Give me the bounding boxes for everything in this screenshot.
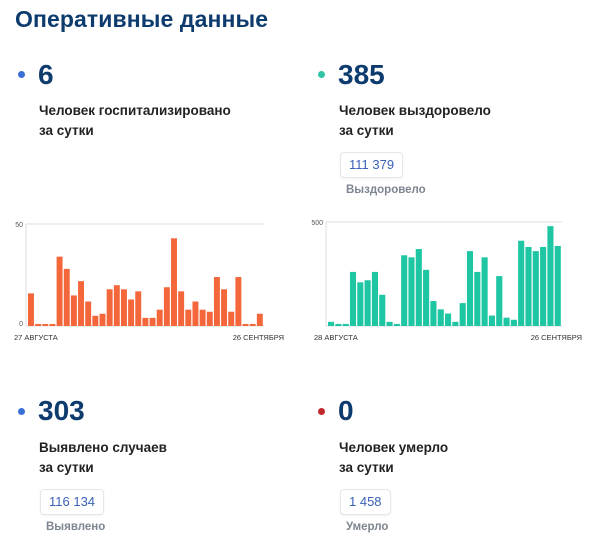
chart-bar	[488, 315, 495, 326]
chart-bar	[328, 321, 335, 326]
recovered-count: 385	[338, 59, 385, 90]
deaths-count: 0	[338, 395, 354, 426]
hospitalized-caption-line1: Человек госпитализировано	[39, 103, 231, 118]
deaths-caption-line2: за сутки	[339, 460, 394, 475]
chart-bar	[185, 309, 192, 326]
chart-bar	[540, 246, 547, 326]
chart-bar	[401, 255, 408, 326]
chart-bar	[235, 277, 242, 326]
cases-caption-line2: за сутки	[39, 460, 94, 475]
chart-bar	[106, 289, 113, 326]
chart-bar	[335, 323, 342, 326]
chart-bar	[206, 311, 213, 326]
recovered-bar-chart: 500 28 АВГУСТА 26 СЕНТЯБРЯ	[311, 220, 582, 342]
chart-bar	[249, 323, 256, 326]
chart-bar	[415, 249, 422, 326]
chart-bar	[342, 323, 349, 326]
chart-bar	[459, 303, 466, 326]
chart-bar	[178, 291, 185, 326]
deaths-total-label: Умерло	[346, 521, 389, 533]
chart-bar	[357, 282, 364, 326]
chart-bar	[408, 257, 415, 326]
cases-total-label: Выявлено	[46, 521, 106, 533]
chart-bar	[78, 281, 85, 326]
chart-bar	[554, 245, 561, 326]
chart-bar	[466, 251, 474, 326]
cases-count: 303	[38, 395, 85, 426]
chart-bar	[510, 319, 517, 326]
chart-bar	[42, 323, 49, 326]
chart-bar	[503, 317, 510, 326]
chart-bar	[525, 246, 532, 326]
chart-bar	[518, 240, 525, 326]
status-dot	[18, 71, 25, 78]
recovered-caption-line1: Человек выздоровело	[339, 103, 491, 118]
chart-bar	[192, 301, 199, 326]
recovered-total-badge: 111 379	[340, 152, 404, 178]
hospitalized-caption-line2: за сутки	[39, 123, 94, 138]
chart-bar	[213, 277, 220, 326]
status-dot	[318, 71, 325, 78]
chart-bar	[92, 315, 99, 326]
chart-bar	[63, 268, 70, 326]
chart-bar	[379, 294, 386, 326]
chart-bar	[156, 309, 163, 326]
y-tick-label: 50	[15, 222, 23, 229]
chart-bar	[56, 256, 63, 326]
chart-bar	[199, 309, 206, 326]
chart-bar	[430, 301, 437, 326]
chart-bar	[386, 321, 393, 326]
deaths-total-badge: 1 458	[340, 489, 391, 515]
chart-bar	[393, 323, 400, 326]
deaths-caption-line1: Человек умерло	[339, 440, 449, 455]
chart-bar	[437, 309, 444, 326]
chart-bar	[113, 285, 120, 326]
chart-bar	[349, 271, 357, 326]
chart-bar	[445, 313, 452, 326]
chart-bar	[28, 293, 34, 326]
page-title: Оперативные данные	[15, 6, 269, 32]
chart-bar	[49, 323, 56, 326]
hospitalized-count: 6	[38, 59, 54, 90]
chart-bar	[256, 313, 263, 326]
chart-bar	[371, 271, 378, 326]
chart-bar	[142, 317, 149, 326]
cases-total-badge: 116 134	[40, 489, 105, 515]
chart-bar	[221, 289, 228, 326]
chart-bar	[532, 251, 539, 326]
chart-bar	[228, 311, 235, 326]
y-tick-label: 0	[19, 321, 23, 328]
chart-bar	[496, 276, 503, 326]
chart-bar	[70, 295, 77, 326]
chart-bar	[149, 317, 156, 326]
x-start-label: 28 АВГУСТА	[314, 333, 358, 342]
chart-bar	[481, 257, 488, 326]
chart-bar	[163, 287, 170, 326]
status-dot	[18, 408, 25, 415]
chart-bar	[99, 313, 106, 326]
chart-bar	[85, 301, 92, 326]
chart-bar	[35, 323, 42, 326]
chart-bar	[120, 289, 127, 326]
chart-bar	[452, 321, 459, 326]
chart-bar	[242, 323, 249, 326]
chart-bar	[547, 226, 554, 326]
chart-bar	[423, 269, 430, 326]
x-end-label: 26 СЕНТЯБРЯ	[531, 333, 582, 342]
chart-bar	[128, 299, 135, 326]
recovered-caption-line2: за сутки	[339, 123, 394, 138]
cases-caption-line1: Выявлено случаев	[39, 440, 167, 455]
chart-bar	[135, 291, 142, 326]
status-dot	[318, 408, 325, 415]
chart-bar	[171, 238, 177, 326]
recovered-total-label: Выздоровело	[346, 184, 426, 196]
x-start-label: 27 АВГУСТА	[14, 333, 58, 342]
chart-bar	[474, 271, 481, 326]
y-tick-label: 500	[311, 220, 323, 227]
cases-bar-chart: 50 0 27 АВГУСТА 26 СЕНТЯБРЯ	[14, 222, 284, 342]
chart-bar	[364, 280, 371, 326]
x-end-label: 26 СЕНТЯБРЯ	[233, 333, 284, 342]
